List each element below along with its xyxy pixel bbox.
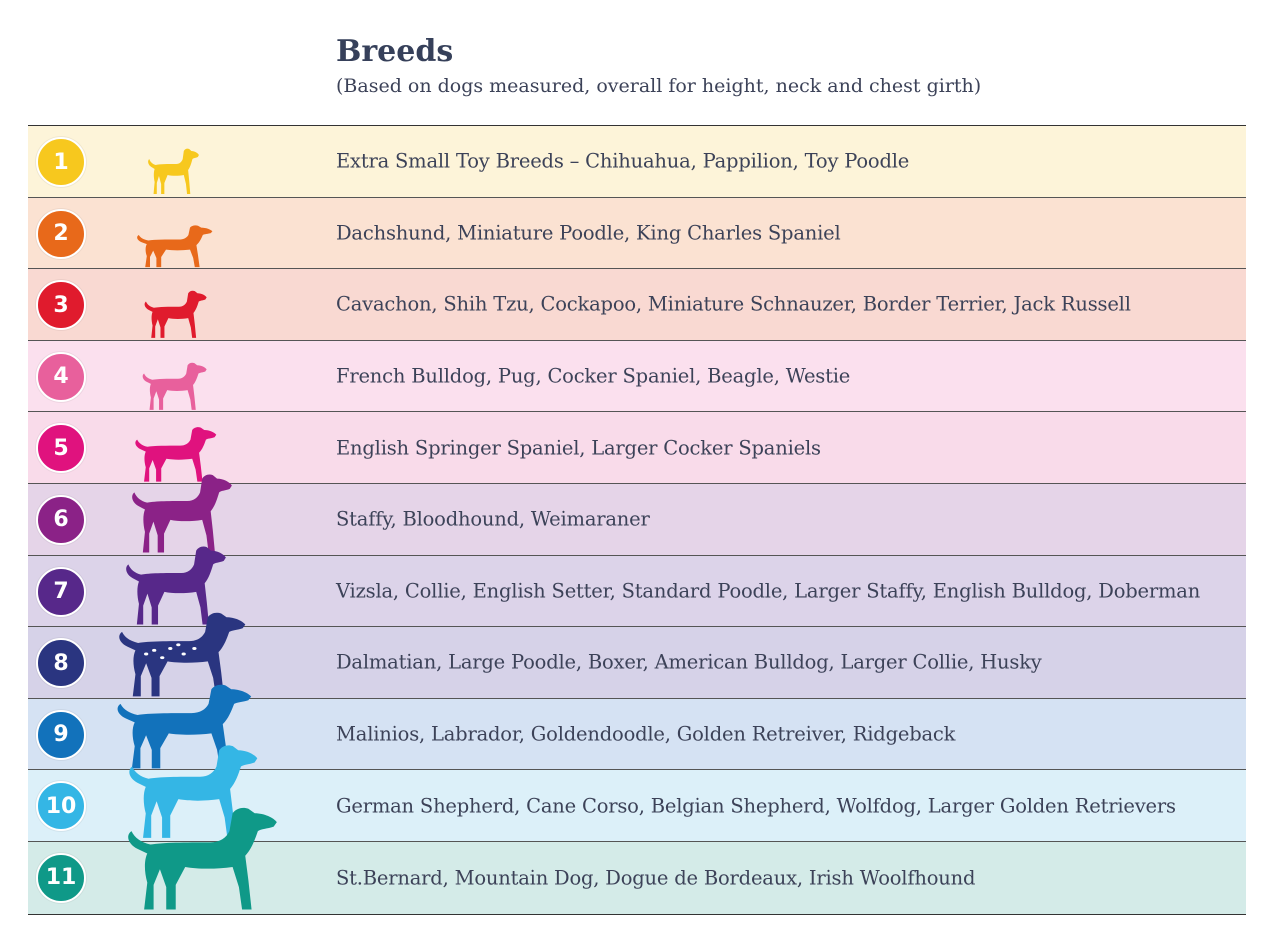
size-row-11: 11 St.Bernard, Mountain Dog, Dogue de Bor…	[28, 841, 1246, 914]
size-row-8: 8 Dalmatian, Large Poodle, Boxer, America…	[28, 627, 1246, 699]
breed-size-table: 1 Extra Small Toy Breeds – Chihuahua, Pap…	[28, 125, 1246, 915]
size-number-badge: 8	[36, 638, 86, 689]
size-number-badge: 9	[36, 709, 86, 760]
size-number-badge: 2	[36, 208, 86, 259]
breed-list-text: St.Bernard, Mountain Dog, Dogue de Borde…	[336, 866, 976, 890]
breed-list-text: Malinios, Labrador, Goldendoodle, Golden…	[336, 722, 956, 746]
size-number-badge: 4	[36, 351, 86, 402]
size-number-badge: 6	[36, 494, 86, 545]
size-row-6: 6 Staffy, Bloodhound, Weimaraner	[28, 483, 1246, 556]
size-row-7: 7 Vizsla, Collie, English Setter, Standar…	[28, 555, 1246, 628]
page-subtitle: (Based on dogs measured, overall for hei…	[336, 75, 982, 97]
size-number-badge: 3	[36, 280, 86, 331]
breed-list-text: Staffy, Bloodhound, Weimaraner	[336, 507, 650, 531]
size-row-2: 2 Dachshund, Miniature Poodle, King Charl…	[28, 197, 1246, 270]
size-row-9: 9 Malinios, Labrador, Goldendoodle, Golde…	[28, 698, 1246, 771]
size-row-5: 5 English Springer Spaniel, Larger Cocker…	[28, 412, 1246, 484]
size-row-3: 3 Cavachon, Shih Tzu, Cockapoo, Miniature…	[28, 269, 1246, 341]
size-row-10: 10 German Shepherd, Cane Corso, Belgian S…	[28, 770, 1246, 842]
size-number-badge: 5	[36, 423, 86, 474]
size-number-badge: 11	[36, 852, 86, 903]
breed-list-text: English Springer Spaniel, Larger Cocker …	[336, 436, 821, 460]
breed-list-text: Vizsla, Collie, English Setter, Standard…	[336, 579, 1201, 603]
size-row-1: 1 Extra Small Toy Breeds – Chihuahua, Pap…	[28, 126, 1246, 198]
breed-list-text: German Shepherd, Cane Corso, Belgian She…	[336, 794, 1176, 818]
size-number-badge: 10	[36, 781, 86, 832]
breed-list-text: Extra Small Toy Breeds – Chihuahua, Papp…	[336, 149, 910, 173]
size-row-4: 4 French Bulldog, Pug, Cocker Spaniel, Be…	[28, 340, 1246, 413]
size-number-badge: 7	[36, 566, 86, 617]
breed-list-text: Dachshund, Miniature Poodle, King Charle…	[336, 221, 841, 245]
size-number-badge: 1	[36, 137, 86, 187]
breed-list-text: French Bulldog, Pug, Cocker Spaniel, Bea…	[336, 364, 851, 388]
breed-list-text: Cavachon, Shih Tzu, Cockapoo, Miniature …	[336, 292, 1131, 316]
breed-list-text: Dalmatian, Large Poodle, Boxer, American…	[336, 650, 1042, 674]
page-title: Breeds	[336, 34, 454, 69]
